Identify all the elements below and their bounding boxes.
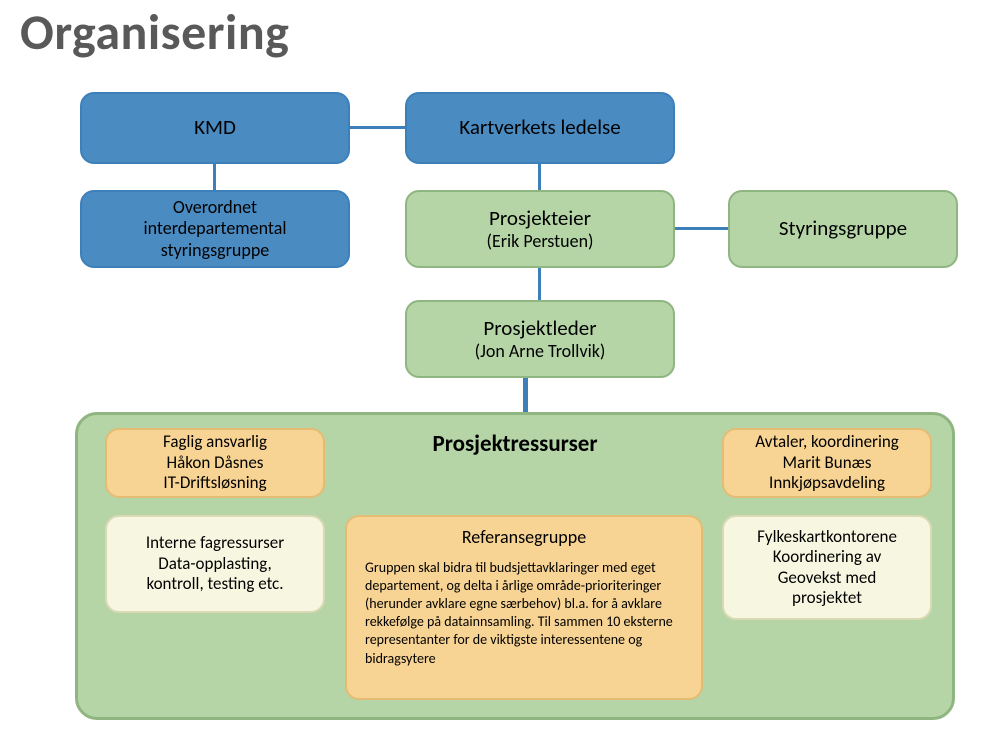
node-referanse-title: Referansegruppe: [365, 527, 683, 549]
node-prosjekteier-line2: (Erik Perstuen): [487, 231, 594, 253]
node-faglig-line2: Håkon Dåsnes: [167, 453, 264, 473]
edge-kartverkets-prosjekteier: [538, 164, 541, 190]
node-avtaler-line3: Innkjøpsavdeling: [769, 473, 885, 493]
node-interne-line2: Data-opplasting,: [158, 554, 271, 574]
node-fylkes-line4: prosjektet: [792, 588, 862, 608]
node-fylkes-line2: Koordinering av: [773, 547, 882, 567]
node-prosjektleder-line1: Prosjektleder: [483, 316, 596, 341]
node-avtaler: Avtaler, koordinering Marit Bunæs Innkjø…: [722, 428, 932, 498]
node-prosjektleder: Prosjektleder (Jon Arne Trollvik): [405, 300, 675, 378]
node-overordnet-line3: styringsgruppe: [161, 240, 269, 262]
edge-prosjekteier-styringsgruppe: [675, 227, 728, 230]
page-title: Organisering: [20, 2, 289, 63]
node-faglig: Faglig ansvarlig Håkon Dåsnes IT-Driftsl…: [105, 428, 325, 498]
node-kmd-line1: KMD: [194, 115, 236, 140]
org-chart-canvas: Organisering KMD Kartverkets ledelse Ove…: [0, 0, 997, 735]
node-fylkes-line3: Geovekst med: [778, 568, 877, 588]
node-fylkes-line1: Fylkeskartkontorene: [757, 527, 897, 547]
node-kartverkets: Kartverkets ledelse: [405, 92, 675, 164]
edge-kmd-kartverkets: [350, 126, 405, 129]
node-interne-line3: kontroll, testing etc.: [146, 574, 283, 594]
node-faglig-line3: IT-Driftsløsning: [163, 473, 266, 493]
node-overordnet-line1: Overordnet: [173, 197, 257, 219]
node-prosjekteier: Prosjekteier (Erik Perstuen): [405, 190, 675, 268]
node-referanse-body: Gruppen skal bidra til budsjettavklaring…: [365, 559, 683, 668]
node-kartverkets-line1: Kartverkets ledelse: [459, 115, 620, 140]
node-overordnet: Overordnet interdepartemental styringsgr…: [80, 190, 350, 268]
node-overordnet-line2: interdepartemental: [144, 218, 287, 240]
node-referanse: Referansegruppe Gruppen skal bidra til b…: [345, 515, 703, 700]
node-prosjektleder-line2: (Jon Arne Trollvik): [475, 341, 606, 363]
node-styringsgruppe: Styringsgruppe: [728, 190, 958, 268]
node-avtaler-line2: Marit Bunæs: [783, 453, 872, 473]
node-prosjekteier-line1: Prosjekteier: [489, 206, 591, 231]
node-kmd: KMD: [80, 92, 350, 164]
node-styringsgruppe-line1: Styringsgruppe: [779, 216, 907, 241]
node-interne-line1: Interne fagressurser: [146, 533, 284, 553]
edge-kmd-overordnet: [213, 164, 216, 190]
edge-prosjekteier-prosjektleder: [538, 268, 541, 300]
edge-prosjektleder-container: [523, 378, 528, 412]
node-interne: Interne fagressurser Data-opplasting, ko…: [105, 515, 325, 613]
node-avtaler-line1: Avtaler, koordinering: [755, 432, 899, 452]
node-faglig-line1: Faglig ansvarlig: [163, 432, 267, 452]
node-fylkes: Fylkeskartkontorene Koordinering av Geov…: [722, 515, 932, 620]
